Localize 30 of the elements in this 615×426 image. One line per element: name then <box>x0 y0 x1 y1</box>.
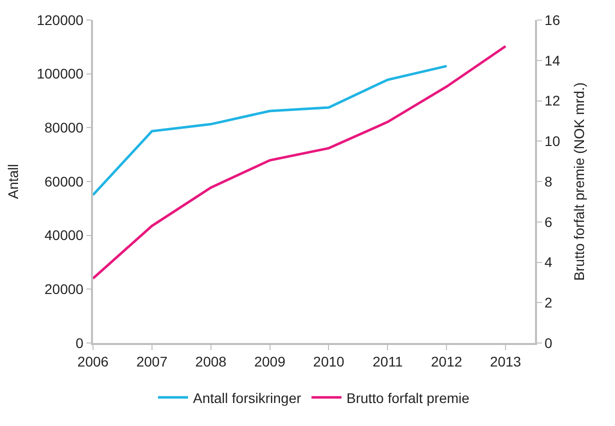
legend-label: Brutto forfalt premie <box>346 390 470 406</box>
x-tick-label: 2006 <box>77 354 109 370</box>
y-axis-title: Antall <box>4 164 21 200</box>
y-tick-label: 40000 <box>44 227 84 244</box>
y2-tick-label: 8 <box>544 173 553 190</box>
y-tick-label: 100000 <box>36 66 84 82</box>
y2-tick-label: 12 <box>544 92 560 109</box>
x-tick-label: 2013 <box>490 354 522 370</box>
legend-label: Antall forsikringer <box>193 390 302 406</box>
x-tick-label: 2011 <box>372 354 403 370</box>
y-tick-label: 60000 <box>44 173 84 190</box>
y-tick-label: 120000 <box>36 12 84 28</box>
y2-tick-label: 4 <box>544 254 553 270</box>
y-tick-label: 0 <box>76 334 84 351</box>
x-tick-label: 2007 <box>136 354 168 370</box>
y-tick-label: 80000 <box>44 120 84 136</box>
y2-tick-label: 10 <box>544 133 560 150</box>
x-tick-label: 2010 <box>313 354 345 370</box>
y-tick-label: 20000 <box>44 281 84 298</box>
x-tick-label: 2009 <box>254 354 286 370</box>
x-tick-label: 2008 <box>195 354 227 370</box>
line-series <box>93 64 448 196</box>
y2-tick-label: 2 <box>544 294 553 311</box>
y2-tick-label: 6 <box>544 214 553 230</box>
line-series <box>93 44 507 280</box>
x-tick-label: 2012 <box>431 354 462 370</box>
y2-tick-label: 0 <box>544 334 553 351</box>
y2-axis-title: Brutto forfalt premie (NOK mrd.) <box>571 82 588 281</box>
y2-tick-label: 16 <box>544 12 560 28</box>
y2-tick-label: 14 <box>544 52 560 68</box>
